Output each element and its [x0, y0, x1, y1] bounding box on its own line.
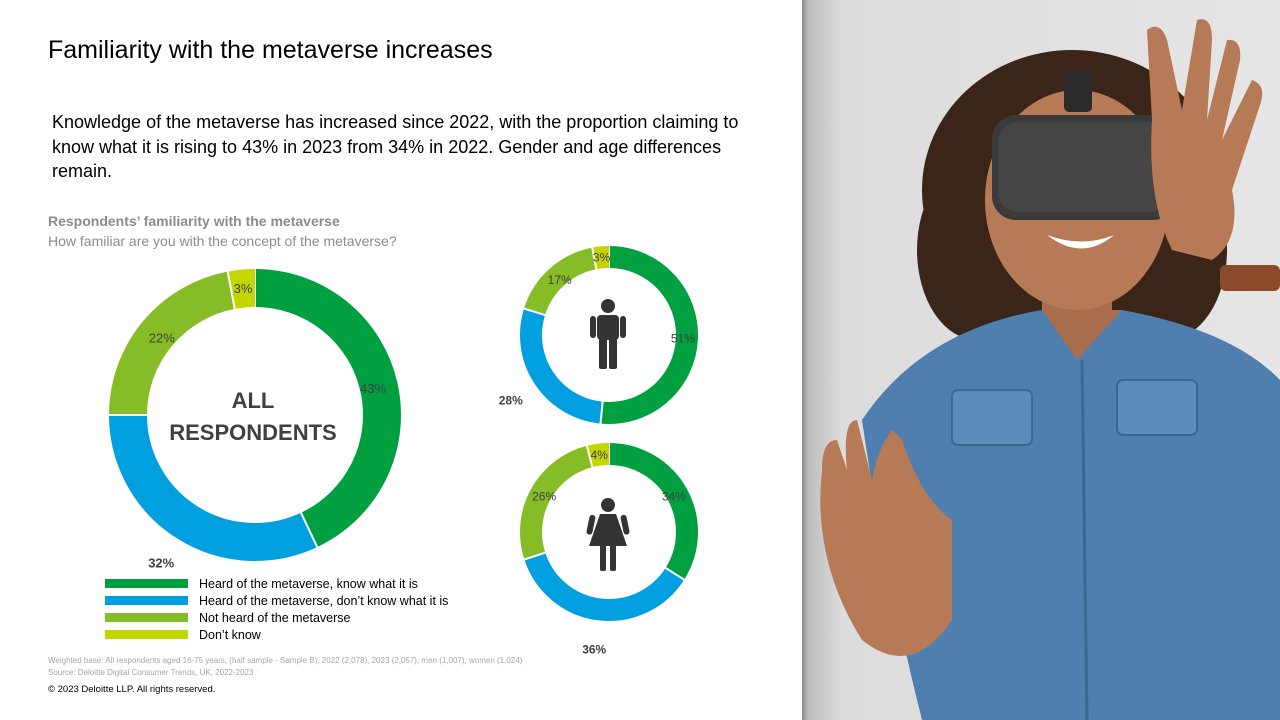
data-label-dont-know-what-it-is: 36%	[582, 642, 606, 656]
donut-segment-dont-know-what-it-is	[520, 308, 604, 424]
data-label-dont-know-what-it-is: 32%	[148, 555, 174, 570]
donut-chart-all-respondents: 43% 32% 22% 3%	[109, 269, 401, 570]
slide-content: Familiarity with the metaverse increases…	[48, 36, 739, 695]
segment-separator	[524, 551, 546, 561]
donut-segment-not-heard	[520, 445, 593, 560]
woman-icon	[586, 498, 630, 571]
data-label-dont-know: 3%	[593, 251, 611, 265]
center-label-line1: ALL	[232, 388, 275, 413]
donut-chart-women: 34% 36% 26% 4%	[520, 443, 698, 656]
legend-item: Heard of the metaverse, don’t know what …	[105, 592, 448, 609]
segment-separator	[585, 445, 594, 468]
donut-segment-know-what-it-is	[600, 246, 698, 424]
data-label-not-heard: 22%	[149, 330, 175, 345]
legend-swatch	[105, 613, 188, 622]
vr-person-illustration	[820, 19, 1280, 720]
center-label-line2: RESPONDENTS	[169, 420, 336, 445]
man-icon	[590, 299, 626, 369]
lead-paragraph: Knowledge of the metaverse has increased…	[52, 112, 739, 181]
data-label-not-heard: 17%	[548, 273, 572, 287]
legend-item: Don’t know	[105, 626, 448, 643]
legend-label: Heard of the metaverse, know what it is	[199, 576, 418, 591]
legend-swatch	[105, 579, 188, 588]
donut-segment-know-what-it-is	[254, 269, 401, 548]
donut-segment-not-heard	[524, 247, 597, 316]
page-title: Familiarity with the metaverse increases	[48, 36, 493, 64]
data-label-not-heard: 26%	[532, 490, 556, 504]
donut-segment-dont-know-what-it-is	[109, 414, 318, 561]
legend-label: Don’t know	[199, 627, 261, 642]
weighted-base-note: Weighted base: All respondents aged 16-7…	[48, 656, 523, 665]
donut-charts: 43%32%22%3% 51%28%17%3% 34%36%26%4% ALL …	[109, 246, 698, 656]
donut-segment-not-heard	[109, 271, 236, 416]
legend-item: Not heard of the metaverse	[105, 609, 448, 626]
legend-label: Heard of the metaverse, don’t know what …	[199, 593, 449, 608]
segment-separator	[591, 247, 598, 270]
data-label-dont-know-what-it-is: 28%	[499, 394, 523, 408]
data-label-know-what-it-is: 43%	[360, 381, 386, 396]
segment-separator	[226, 271, 236, 310]
legend-item: Heard of the metaverse, know what it is	[105, 575, 448, 592]
donut-segment-dont-know-what-it-is	[524, 552, 685, 621]
segment-separator	[599, 401, 604, 424]
copyright: © 2023 Deloitte LLP. All rights reserved…	[48, 684, 216, 695]
legend-swatch	[105, 630, 188, 639]
source-note: Source: Deloitte Digital Consumer Trends…	[48, 668, 254, 677]
data-label-know-what-it-is: 51%	[671, 332, 695, 346]
legend-swatch	[105, 596, 188, 605]
data-label-dont-know: 4%	[591, 448, 609, 462]
chart-subtitle: How familiar are you with the concept of…	[48, 233, 397, 249]
segment-separator	[523, 307, 546, 317]
segment-separator	[300, 512, 319, 548]
donut-chart-men: 51% 28% 17% 3%	[499, 246, 698, 424]
vr-headset-photo	[802, 0, 1280, 720]
segment-separator	[665, 567, 685, 581]
chart-legend: Heard of the metaverse, know what it is …	[105, 575, 448, 643]
donut-segment-know-what-it-is	[608, 443, 698, 580]
data-label-know-what-it-is: 34%	[662, 490, 686, 504]
data-label-dont-know: 3%	[234, 281, 253, 296]
legend-label: Not heard of the metaverse	[199, 610, 351, 625]
chart-title: Respondents’ familiarity with the metave…	[48, 213, 340, 229]
